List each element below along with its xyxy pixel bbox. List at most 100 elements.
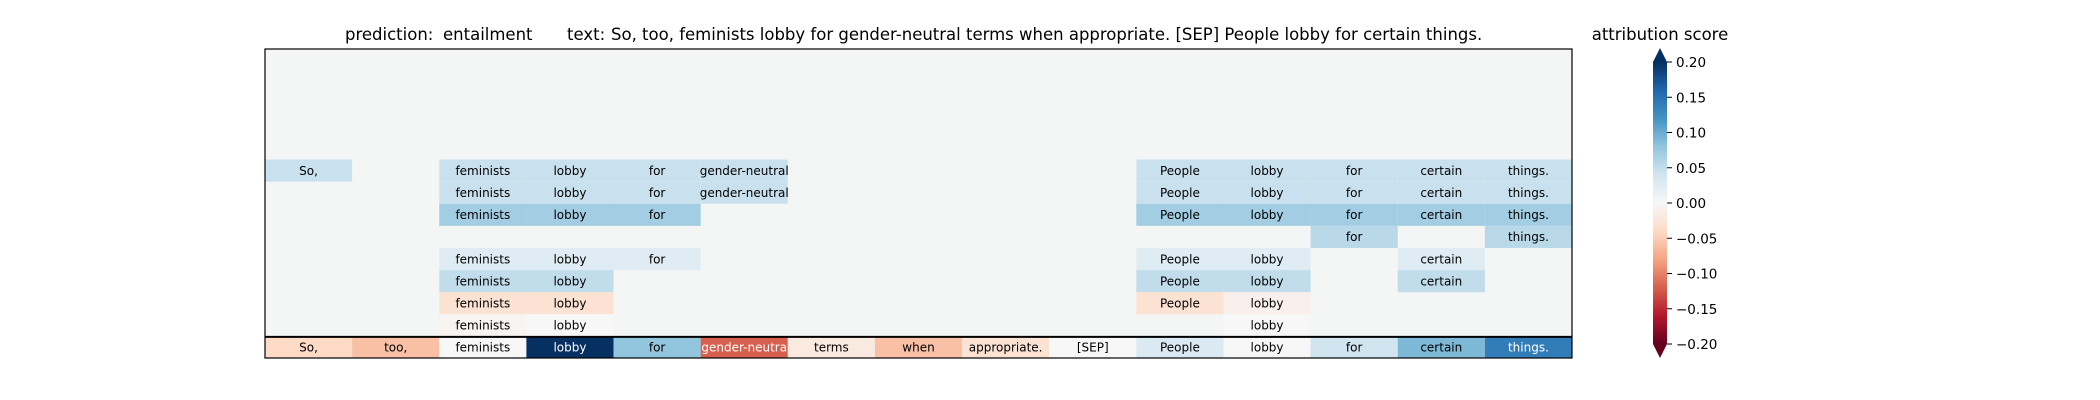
heatmap-cell-r10-c2-fill [439, 270, 527, 293]
heatmap-cell-r5-c11: lobby [1223, 159, 1311, 182]
heatmap-cell-r9-c4-label: for [649, 252, 666, 266]
output-token-12: for [1310, 336, 1398, 358]
output-token-7-fill [874, 336, 963, 358]
heatmap-cell-r6-c2: feminists [439, 181, 527, 204]
heatmap-cell-r7-c11-fill [1223, 203, 1311, 226]
heatmap-cell-r12-c11-fill [1223, 314, 1311, 337]
heatmap-cell-r7-c10: People [1136, 203, 1224, 226]
output-token-3-label: lobby [553, 341, 586, 355]
output-token-8: appropriate. [962, 336, 1050, 358]
output-token-0-fill [265, 336, 353, 358]
heatmap-cell-r7-c11-label: lobby [1251, 208, 1284, 222]
output-token-9-fill [1049, 336, 1137, 358]
output-token-13-label: certain [1420, 341, 1462, 355]
heatmap-cell-r9-c13: certain [1397, 247, 1485, 271]
output-token-4-label: for [649, 341, 666, 355]
heatmap-cell-r11-c10-label: People [1160, 297, 1200, 311]
output-token-13-fill [1397, 336, 1485, 358]
heatmap-cell-r12-c11-label: lobby [1251, 319, 1284, 333]
heatmap-cell-r11-c2-fill [439, 292, 527, 315]
heatmap-cell-r5-c4-fill [613, 159, 701, 182]
colorbar-tick-label-0: 0.20 [1676, 55, 1706, 71]
output-token-13: certain [1397, 336, 1485, 358]
heatmap-cell-r7-c14: things. [1484, 203, 1572, 226]
heatmap-cell-r5-c10: People [1136, 159, 1224, 182]
output-token-14: things. [1484, 336, 1572, 358]
heatmap-cell-r7-c3-fill [526, 203, 614, 226]
heatmap-cell-r6-c5-fill [700, 181, 788, 204]
heatmap-cell-r7-c14-label: things. [1508, 208, 1549, 222]
heatmap-cell-r7-c12-label: for [1346, 208, 1363, 222]
text-value: So, too, feminists lobby for gender-neut… [611, 25, 1482, 44]
heatmap-cell-r8-c14-fill [1484, 225, 1572, 248]
heatmap-cell-r5-c10-fill [1136, 159, 1224, 182]
heatmap-cell-r8-c12-fill [1310, 225, 1398, 248]
heatmap: So, feminists lobby for gender-neutral People… [264, 48, 1573, 359]
heatmap-cell-r6-c4: for [613, 181, 701, 204]
heatmap-cell-r7-c10-fill [1136, 203, 1224, 226]
heatmap-cell-r6-c11-label: lobby [1251, 186, 1284, 200]
heatmap-cell-r12-c2: feminists [439, 314, 527, 337]
heatmap-cell-r11-c11: lobby [1223, 292, 1311, 315]
heatmap-cell-r9-c3: lobby [526, 247, 614, 271]
output-token-1: too, [352, 336, 440, 358]
heatmap-cell-r5-c14: things. [1484, 159, 1572, 182]
heatmap-cell-r7-c13-label: certain [1420, 208, 1462, 222]
heatmap-cell-r9-c10: People [1136, 247, 1224, 271]
output-token-2-fill [439, 336, 527, 358]
heatmap-cell-r11-c2-label: feminists [455, 297, 510, 311]
colorbar-tick-label-7: −0.15 [1676, 302, 1717, 318]
output-token-5-label: gender-neutra [701, 341, 787, 355]
prediction-value: entailment [443, 25, 533, 44]
colorbar-extend-bottom [1653, 344, 1667, 358]
heatmap-cell-r6-c3-fill [526, 181, 614, 204]
output-token-10-fill [1136, 336, 1224, 358]
heatmap-cell-r5-c5-label: gender-neutral [700, 164, 789, 178]
heatmap-cell-r9-c4-fill [613, 247, 701, 271]
heatmap-cell-r6-c10: People [1136, 181, 1224, 204]
heatmap-cell-r5-c11-fill [1223, 159, 1311, 182]
output-token-3: lobby [526, 336, 614, 358]
output-token-4: for [613, 336, 701, 358]
heatmap-cell-r5-c4-label: for [649, 164, 666, 178]
heatmap-cells: So, feminists lobby for gender-neutral People… [265, 159, 1572, 359]
heatmap-cell-r5-c3: lobby [526, 159, 614, 182]
heatmap-cell-r10-c3: lobby [526, 270, 614, 293]
heatmap-cell-r6-c13-label: certain [1420, 186, 1462, 200]
heatmap-cell-r9-c10-label: People [1160, 252, 1200, 266]
colorbar-gradient [1653, 62, 1667, 344]
heatmap-cell-r5-c5: gender-neutral [700, 159, 789, 182]
output-token-6-label: terms [814, 341, 849, 355]
output-token-5-fill [700, 336, 788, 358]
heatmap-cell-r7-c11: lobby [1223, 203, 1311, 226]
heatmap-cell-r11-c10: People [1136, 292, 1224, 315]
heatmap-cell-r5-c5-fill [700, 159, 788, 182]
heatmap-cell-r9-c13-label: certain [1420, 252, 1462, 266]
output-token-1-fill [352, 336, 440, 358]
heatmap-cell-r6-c10-label: People [1160, 186, 1200, 200]
heatmap-cell-r6-c5-label: gender-neutral [700, 186, 789, 200]
heatmap-cell-r9-c2: feminists [439, 247, 527, 271]
colorbar-ticks: 0.20 0.15 0.10 0.05 0.00 −0.05 −0.10 −0.15 −0.20 [1667, 55, 1717, 353]
heatmap-cell-r6-c13-fill [1397, 181, 1485, 204]
heatmap-cell-r7-c3-label: lobby [553, 208, 586, 222]
heatmap-cell-r10-c13-fill [1397, 270, 1485, 293]
heatmap-cell-r6-c3-label: lobby [553, 186, 586, 200]
heatmap-cell-r7-c3: lobby [526, 203, 614, 226]
heatmap-cell-r7-c4-label: for [649, 208, 666, 222]
heatmap-cell-r6-c12: for [1310, 181, 1398, 204]
heatmap-cell-r7-c2-label: feminists [455, 208, 510, 222]
output-token-7: when [874, 336, 963, 358]
heatmap-cell-r7-c13-fill [1397, 203, 1485, 226]
colorbar-extend-top [1653, 48, 1667, 62]
heatmap-cell-r5-c13-label: certain [1420, 164, 1462, 178]
output-token-11-fill [1223, 336, 1311, 358]
heatmap-cell-r10-c10-fill [1136, 270, 1224, 293]
heatmap-cell-r5-c14-label: things. [1508, 164, 1549, 178]
heatmap-cell-r5-c13-fill [1397, 159, 1485, 182]
heatmap-cell-r9-c10-fill [1136, 247, 1224, 271]
heatmap-cell-r7-c13: certain [1397, 203, 1485, 226]
heatmap-cell-r5-c0-fill [265, 159, 353, 182]
heatmap-cell-r11-c2: feminists [439, 292, 527, 315]
